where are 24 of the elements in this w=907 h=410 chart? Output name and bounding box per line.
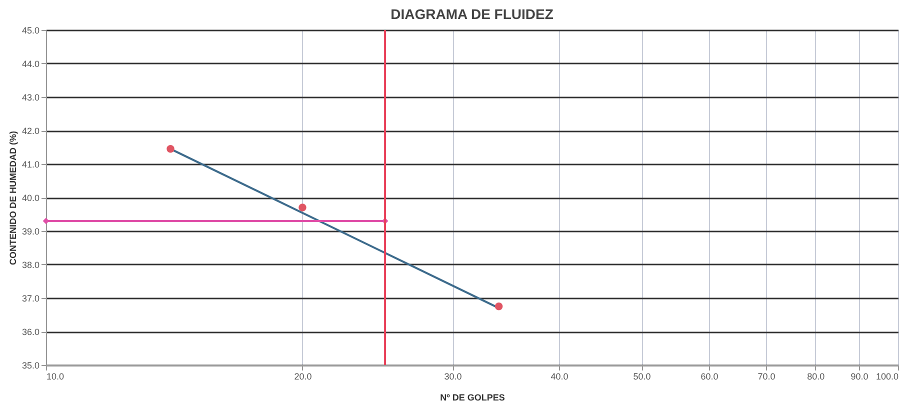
y-tick-label: 42.0 bbox=[22, 126, 40, 136]
x-tick-label: 30.0 bbox=[444, 372, 462, 382]
y-tick-label: 38.0 bbox=[22, 260, 40, 270]
x-tick-label: 70.0 bbox=[758, 372, 776, 382]
x-tick-label: 20.0 bbox=[294, 372, 312, 382]
y-tick-label: 37.0 bbox=[22, 294, 40, 304]
y-tick-label: 40.0 bbox=[22, 193, 40, 203]
y-tick-label: 43.0 bbox=[22, 92, 40, 102]
x-tick-label: 90.0 bbox=[850, 372, 868, 382]
x-tick-label: 100.0 bbox=[876, 372, 898, 382]
y-tick-label: 45.0 bbox=[22, 26, 40, 36]
x-tick-label: 10.0 bbox=[46, 372, 64, 382]
x-tick-label: 60.0 bbox=[700, 372, 718, 382]
x-tick-label: 80.0 bbox=[807, 372, 825, 382]
y-axis-title: CONTENIDO DE HUMEDAD (%) bbox=[8, 131, 18, 265]
y-tick-label: 41.0 bbox=[22, 160, 40, 170]
chart-title: DIAGRAMA DE FLUIDEZ bbox=[390, 6, 554, 22]
y-tick-label: 39.0 bbox=[22, 226, 40, 236]
x-axis-title: Nº DE GOLPES bbox=[440, 392, 505, 402]
x-tick-label: 50.0 bbox=[633, 372, 651, 382]
y-tick-label: 36.0 bbox=[22, 327, 40, 337]
y-tick-label: 44.0 bbox=[22, 59, 40, 69]
x-tick-label: 40.0 bbox=[550, 372, 568, 382]
y-tick-label: 35.0 bbox=[22, 360, 40, 370]
